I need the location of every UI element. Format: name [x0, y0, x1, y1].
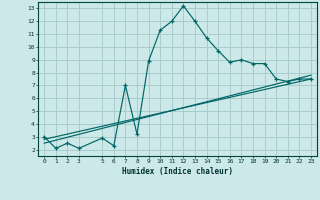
X-axis label: Humidex (Indice chaleur): Humidex (Indice chaleur) — [122, 167, 233, 176]
